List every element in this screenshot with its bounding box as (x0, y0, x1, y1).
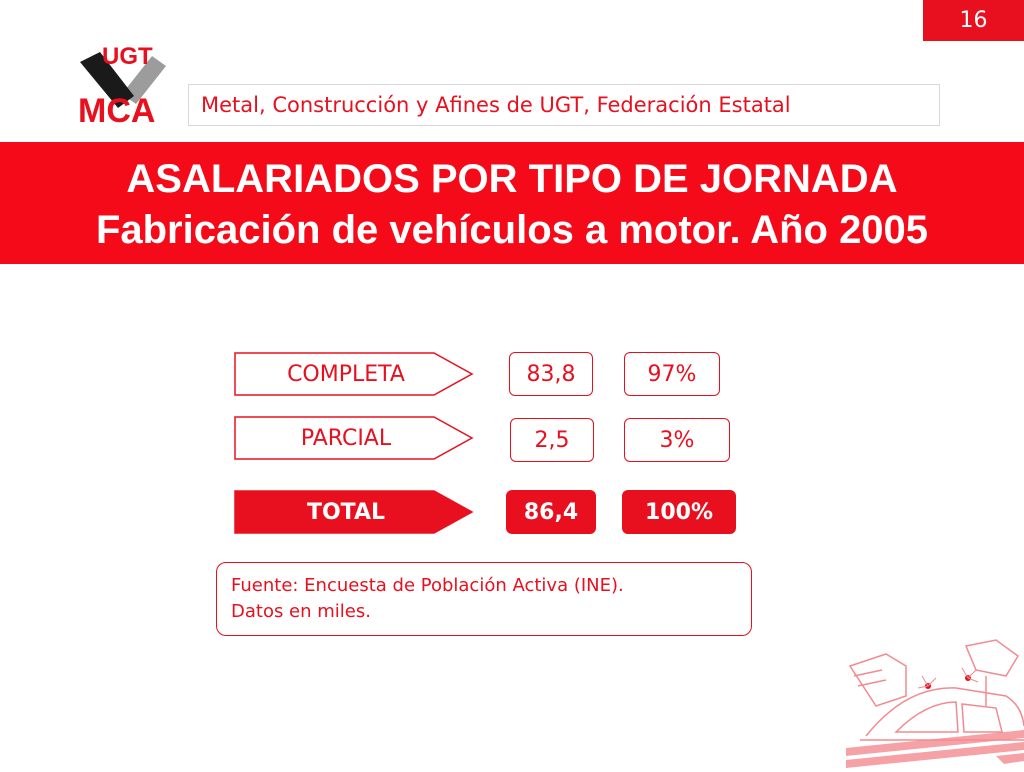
source-line-2: Datos en miles. (231, 601, 371, 622)
value-parcial: 2,5 (510, 418, 594, 462)
percent-total: 100% (622, 490, 736, 534)
row-label-total: TOTAL (234, 490, 474, 534)
source-line-1: Fuente: Encuesta de Población Activa (IN… (231, 575, 624, 596)
title-banner: ASALARIADOS POR TIPO DE JORNADA Fabricac… (0, 142, 1024, 264)
car-illustration-icon (846, 636, 1024, 768)
row-label-completa: COMPLETA (234, 352, 474, 396)
percent-parcial: 3% (624, 418, 730, 462)
percent-completa: 97% (624, 352, 720, 396)
organization-name: Metal, Construcción y Afines de UGT, Fed… (188, 84, 940, 126)
ugt-mca-logo: UGT MCA (74, 38, 174, 130)
source-note: Fuente: Encuesta de Población Activa (IN… (216, 562, 752, 636)
svg-text:UGT: UGT (102, 43, 153, 70)
svg-text:MCA: MCA (78, 92, 155, 126)
title-subtitle: Fabricación de vehículos a motor. Año 20… (95, 208, 929, 252)
page-number: 16 (923, 0, 1024, 41)
title-main: ASALARIADOS POR TIPO DE JORNADA (126, 157, 898, 201)
value-total: 86,4 (506, 490, 596, 534)
row-label-parcial: PARCIAL (234, 416, 474, 460)
value-completa: 83,8 (509, 352, 593, 396)
